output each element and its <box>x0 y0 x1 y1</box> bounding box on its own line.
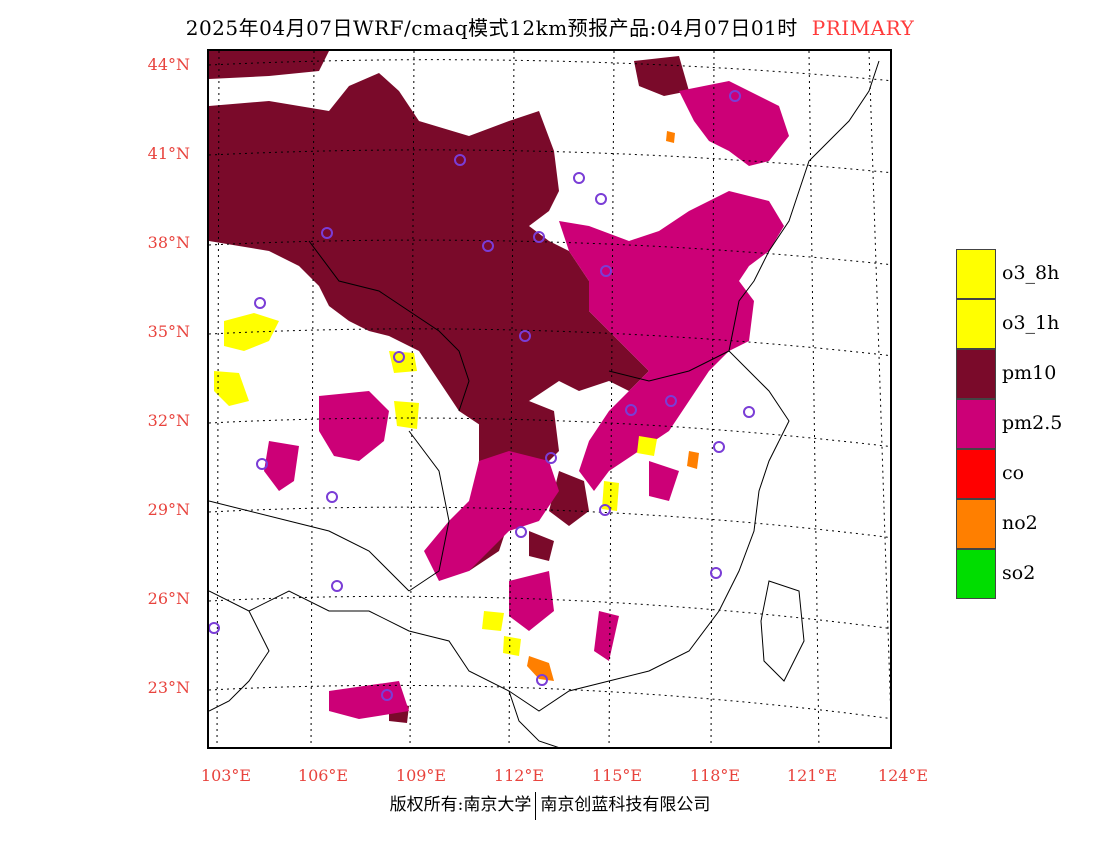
station-marker <box>625 404 637 416</box>
title-primary-tag: PRIMARY <box>811 16 915 40</box>
station-marker <box>381 689 393 701</box>
station-marker <box>600 265 612 277</box>
pollution-map <box>209 51 890 747</box>
station-marker <box>519 330 531 342</box>
legend: o3_8h o3_1h pm10 pm2.5 co no2 so2 <box>956 249 1100 599</box>
station-marker <box>573 172 585 184</box>
map-title: 2025年04月07日WRF/cmaq模式12km预报产品:04月07日01时 P… <box>0 12 1100 41</box>
station-marker <box>326 491 338 503</box>
legend-item-o3-1h: o3_1h <box>956 299 1100 349</box>
legend-label: pm10 <box>1002 362 1057 384</box>
lat-label-35: 35°N <box>147 322 190 341</box>
legend-label: o3_1h <box>1002 312 1060 334</box>
lat-label-26: 26°N <box>147 589 190 608</box>
legend-label: no2 <box>1002 512 1038 534</box>
legend-label: co <box>1002 462 1025 484</box>
legend-swatch <box>956 249 996 299</box>
legend-swatch <box>956 349 996 399</box>
copyright-right: 南京创蓝科技有限公司 <box>540 795 711 815</box>
lon-label-112: 112°E <box>493 766 545 785</box>
lat-label-38: 38°N <box>147 233 190 252</box>
station-marker <box>533 231 545 243</box>
map-panel <box>207 49 892 749</box>
legend-label: pm2.5 <box>1002 412 1063 434</box>
legend-item-co: co <box>956 449 1100 499</box>
lat-label-29: 29°N <box>147 500 190 519</box>
station-marker <box>743 406 755 418</box>
station-marker <box>599 504 611 516</box>
station-marker <box>393 351 405 363</box>
lat-label-32: 32°N <box>147 411 190 430</box>
station-marker <box>515 526 527 538</box>
station-marker <box>321 227 333 239</box>
legend-swatch <box>956 499 996 549</box>
station-marker <box>209 622 220 634</box>
station-marker <box>545 452 557 464</box>
lat-label-23: 23°N <box>147 678 190 697</box>
lon-label-109: 109°E <box>395 766 447 785</box>
graticule <box>209 51 890 747</box>
footer-divider <box>535 791 537 820</box>
lon-label-118: 118°E <box>689 766 741 785</box>
lat-label-44: 44°N <box>147 55 190 74</box>
station-marker <box>710 567 722 579</box>
pm2.5-region <box>264 81 789 719</box>
lon-label-103: 103°E <box>200 766 252 785</box>
legend-item-no2: no2 <box>956 499 1100 549</box>
legend-swatch <box>956 399 996 449</box>
copyright-left: 版权所有:南京大学 <box>389 795 532 815</box>
station-marker <box>256 458 268 470</box>
lon-label-115: 115°E <box>591 766 643 785</box>
station-marker <box>713 441 725 453</box>
copyright-footer: 版权所有:南京大学 南京创蓝科技有限公司 <box>0 790 1100 820</box>
legend-item-o3-8h: o3_8h <box>956 249 1100 299</box>
station-marker <box>665 395 677 407</box>
legend-swatch <box>956 549 996 599</box>
lon-label-121: 121°E <box>786 766 838 785</box>
no2-region <box>527 131 699 681</box>
title-main: 2025年04月07日WRF/cmaq模式12km预报产品:04月07日01时 <box>185 16 798 40</box>
legend-label: o3_8h <box>1002 262 1060 284</box>
lon-label-124: 124°E <box>877 766 929 785</box>
station-marker <box>482 240 494 252</box>
station-marker <box>595 193 607 205</box>
lat-label-41: 41°N <box>147 144 190 163</box>
legend-item-pm2.5: pm2.5 <box>956 399 1100 449</box>
legend-item-pm10: pm10 <box>956 349 1100 399</box>
station-marker <box>536 674 548 686</box>
boundary-lines <box>209 60 880 747</box>
station-marker <box>331 580 343 592</box>
station-marker <box>729 90 741 102</box>
legend-swatch <box>956 449 996 499</box>
station-marker <box>254 297 266 309</box>
legend-swatch <box>956 299 996 349</box>
station-markers <box>209 90 755 701</box>
station-marker <box>454 154 466 166</box>
legend-item-so2: so2 <box>956 549 1100 599</box>
legend-label: so2 <box>1002 562 1036 584</box>
lon-label-106: 106°E <box>297 766 349 785</box>
